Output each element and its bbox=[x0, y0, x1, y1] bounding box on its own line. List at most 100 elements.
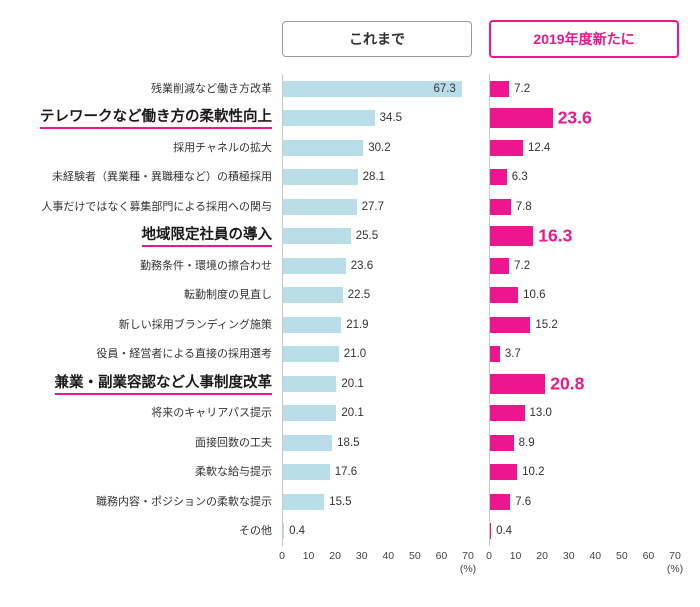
chart-legend: これまで 2019年度新たに bbox=[8, 20, 700, 58]
chart-row: 採用チャネルの拡大 30.2 12.4 bbox=[8, 133, 700, 163]
value-label-prev: 0.4 bbox=[289, 525, 306, 538]
tick-label: 60 bbox=[435, 550, 448, 562]
tick-label: 40 bbox=[589, 550, 602, 562]
value-label-prev: 34.5 bbox=[379, 112, 403, 125]
bar-cell-new: 6.3 bbox=[489, 162, 679, 192]
value-label-prev: 28.1 bbox=[362, 171, 386, 184]
value-label-prev: 22.5 bbox=[347, 289, 371, 302]
bar-new bbox=[490, 226, 534, 247]
bar-cell-prev: 21.0 bbox=[282, 339, 472, 369]
category-label: 採用チャネルの拡大 bbox=[8, 142, 282, 154]
chart-row: 勤務条件・環境の擦合わせ 23.6 7.2 bbox=[8, 251, 700, 281]
bar-cell-prev: 22.5 bbox=[282, 280, 472, 310]
value-label-prev: 15.5 bbox=[329, 495, 352, 508]
category-label-text: 地域限定社員の導入 bbox=[141, 227, 272, 248]
bar-cell-prev: 18.5 bbox=[282, 428, 472, 458]
tick-label: 10 bbox=[302, 550, 315, 562]
x-axes: 0 10 20 30 40 50 60 70 (%) 0 10 20 30 40 50 60 70 (%) bbox=[8, 550, 700, 586]
bar-prev bbox=[283, 110, 375, 127]
x-axis-prev: 0 10 20 30 40 50 60 70 (%) bbox=[279, 550, 476, 586]
bar-cell-new: 8.9 bbox=[489, 428, 679, 458]
category-label: 転勤制度の見直し bbox=[8, 289, 282, 301]
bar-new bbox=[490, 316, 531, 333]
chart-row: その他 0.4 0.4 bbox=[8, 516, 700, 546]
percent-unit-label: (%) bbox=[666, 563, 684, 575]
category-label: 勤務条件・環境の擦合わせ bbox=[8, 260, 282, 272]
value-label-prev: 21.9 bbox=[346, 318, 369, 331]
tick-label: 30 bbox=[562, 550, 575, 562]
bar-new bbox=[490, 405, 525, 422]
chart-row: 面接回数の工夫 18.5 8.9 bbox=[8, 428, 700, 458]
value-label-new: 7.6 bbox=[515, 495, 532, 508]
bar-prev bbox=[283, 464, 330, 481]
value-label-new: 10.6 bbox=[523, 289, 546, 302]
tick-label: 40 bbox=[382, 550, 395, 562]
bar-new bbox=[490, 287, 519, 304]
bar-cell-new: 7.8 bbox=[489, 192, 679, 222]
tick-label: 20 bbox=[536, 550, 548, 562]
bar-cell-prev: 21.9 bbox=[282, 310, 472, 340]
chart-row: 柔軟な給与提示 17.6 10.2 bbox=[8, 457, 700, 487]
category-label-text: 残業削減など働き方改革 bbox=[151, 82, 272, 95]
category-label: 新しい採用ブランディング施策 bbox=[8, 319, 282, 331]
bar-new bbox=[490, 198, 511, 215]
value-label-new: 20.8 bbox=[550, 373, 585, 394]
bar-cell-new: 20.8 bbox=[489, 369, 679, 399]
category-label-text: 採用チャネルの拡大 bbox=[173, 141, 272, 154]
chart-row: 転勤制度の見直し 22.5 10.6 bbox=[8, 280, 700, 310]
bar-prev bbox=[283, 375, 337, 392]
value-label-prev: 20.1 bbox=[341, 407, 364, 420]
bar-new bbox=[490, 108, 553, 129]
bar-cell-prev: 0.4 bbox=[282, 516, 472, 546]
tick-label: 50 bbox=[409, 550, 421, 562]
category-label-text: テレワークなど働き方の柔軟性向上 bbox=[40, 109, 272, 130]
bar-cell-prev: 30.2 bbox=[282, 133, 472, 163]
bar-prev bbox=[283, 316, 342, 333]
value-label-prev: 20.1 bbox=[341, 377, 364, 390]
tick-label: 0 bbox=[279, 550, 285, 562]
chart-row: 残業削減など働き方改革 67.3 7.2 bbox=[8, 74, 700, 104]
bar-new bbox=[490, 373, 546, 394]
bar-prev bbox=[283, 346, 339, 363]
category-label: 人事だけではなく募集部門による採用への関与 bbox=[8, 201, 282, 213]
bar-prev bbox=[283, 405, 337, 422]
legend-prev: これまで bbox=[282, 21, 472, 57]
category-label: その他 bbox=[8, 525, 282, 537]
bar-cell-new: 15.2 bbox=[489, 310, 679, 340]
bar-prev bbox=[283, 493, 325, 510]
chart-rows: 残業削減など働き方改革 67.3 7.2 テレワークなど働き方の柔軟性向上 34.5 23… bbox=[8, 74, 700, 546]
bar-cell-new: 3.7 bbox=[489, 339, 679, 369]
bar-prev bbox=[283, 434, 333, 451]
bar-new bbox=[490, 523, 492, 540]
category-label: 柔軟な給与提示 bbox=[8, 466, 282, 478]
tick-label: 70 bbox=[462, 550, 474, 562]
category-label-text: 面接回数の工夫 bbox=[195, 436, 272, 449]
value-label-prev: 18.5 bbox=[337, 436, 360, 449]
bar-prev bbox=[283, 287, 343, 304]
bar-new bbox=[490, 493, 511, 510]
bar-cell-prev: 27.7 bbox=[282, 192, 472, 222]
category-label-text: 兼業・副業容認など人事制度改革 bbox=[54, 374, 272, 395]
bar-cell-new: 7.2 bbox=[489, 251, 679, 281]
bar-cell-new: 12.4 bbox=[489, 133, 679, 163]
value-label-prev: 23.6 bbox=[350, 259, 374, 272]
bar-cell-prev: 15.5 bbox=[282, 487, 472, 517]
bar-new bbox=[490, 80, 510, 97]
bar-prev bbox=[283, 139, 364, 156]
bar-cell-new: 13.0 bbox=[489, 398, 679, 428]
bar-cell-new: 16.3 bbox=[489, 221, 679, 251]
bar-cell-prev: 34.5 bbox=[282, 103, 472, 133]
value-label-new: 13.0 bbox=[529, 407, 552, 420]
category-label: 未経験者（異業種・異職種など）の積極採用 bbox=[8, 171, 282, 183]
category-label: 職務内容・ポジションの柔軟な提示 bbox=[8, 496, 282, 508]
bar-prev bbox=[283, 80, 462, 97]
bar-prev bbox=[283, 228, 351, 245]
category-label-text: 転勤制度の見直し bbox=[184, 289, 272, 302]
bar-prev bbox=[283, 198, 357, 215]
tick-label: 70 bbox=[669, 550, 681, 562]
value-label-new: 0.4 bbox=[496, 525, 513, 538]
tick-label: 60 bbox=[642, 550, 655, 562]
category-label-text: その他 bbox=[239, 525, 272, 538]
chart-row: テレワークなど働き方の柔軟性向上 34.5 23.6 bbox=[8, 103, 700, 133]
bar-cell-new: 7.2 bbox=[489, 74, 679, 104]
